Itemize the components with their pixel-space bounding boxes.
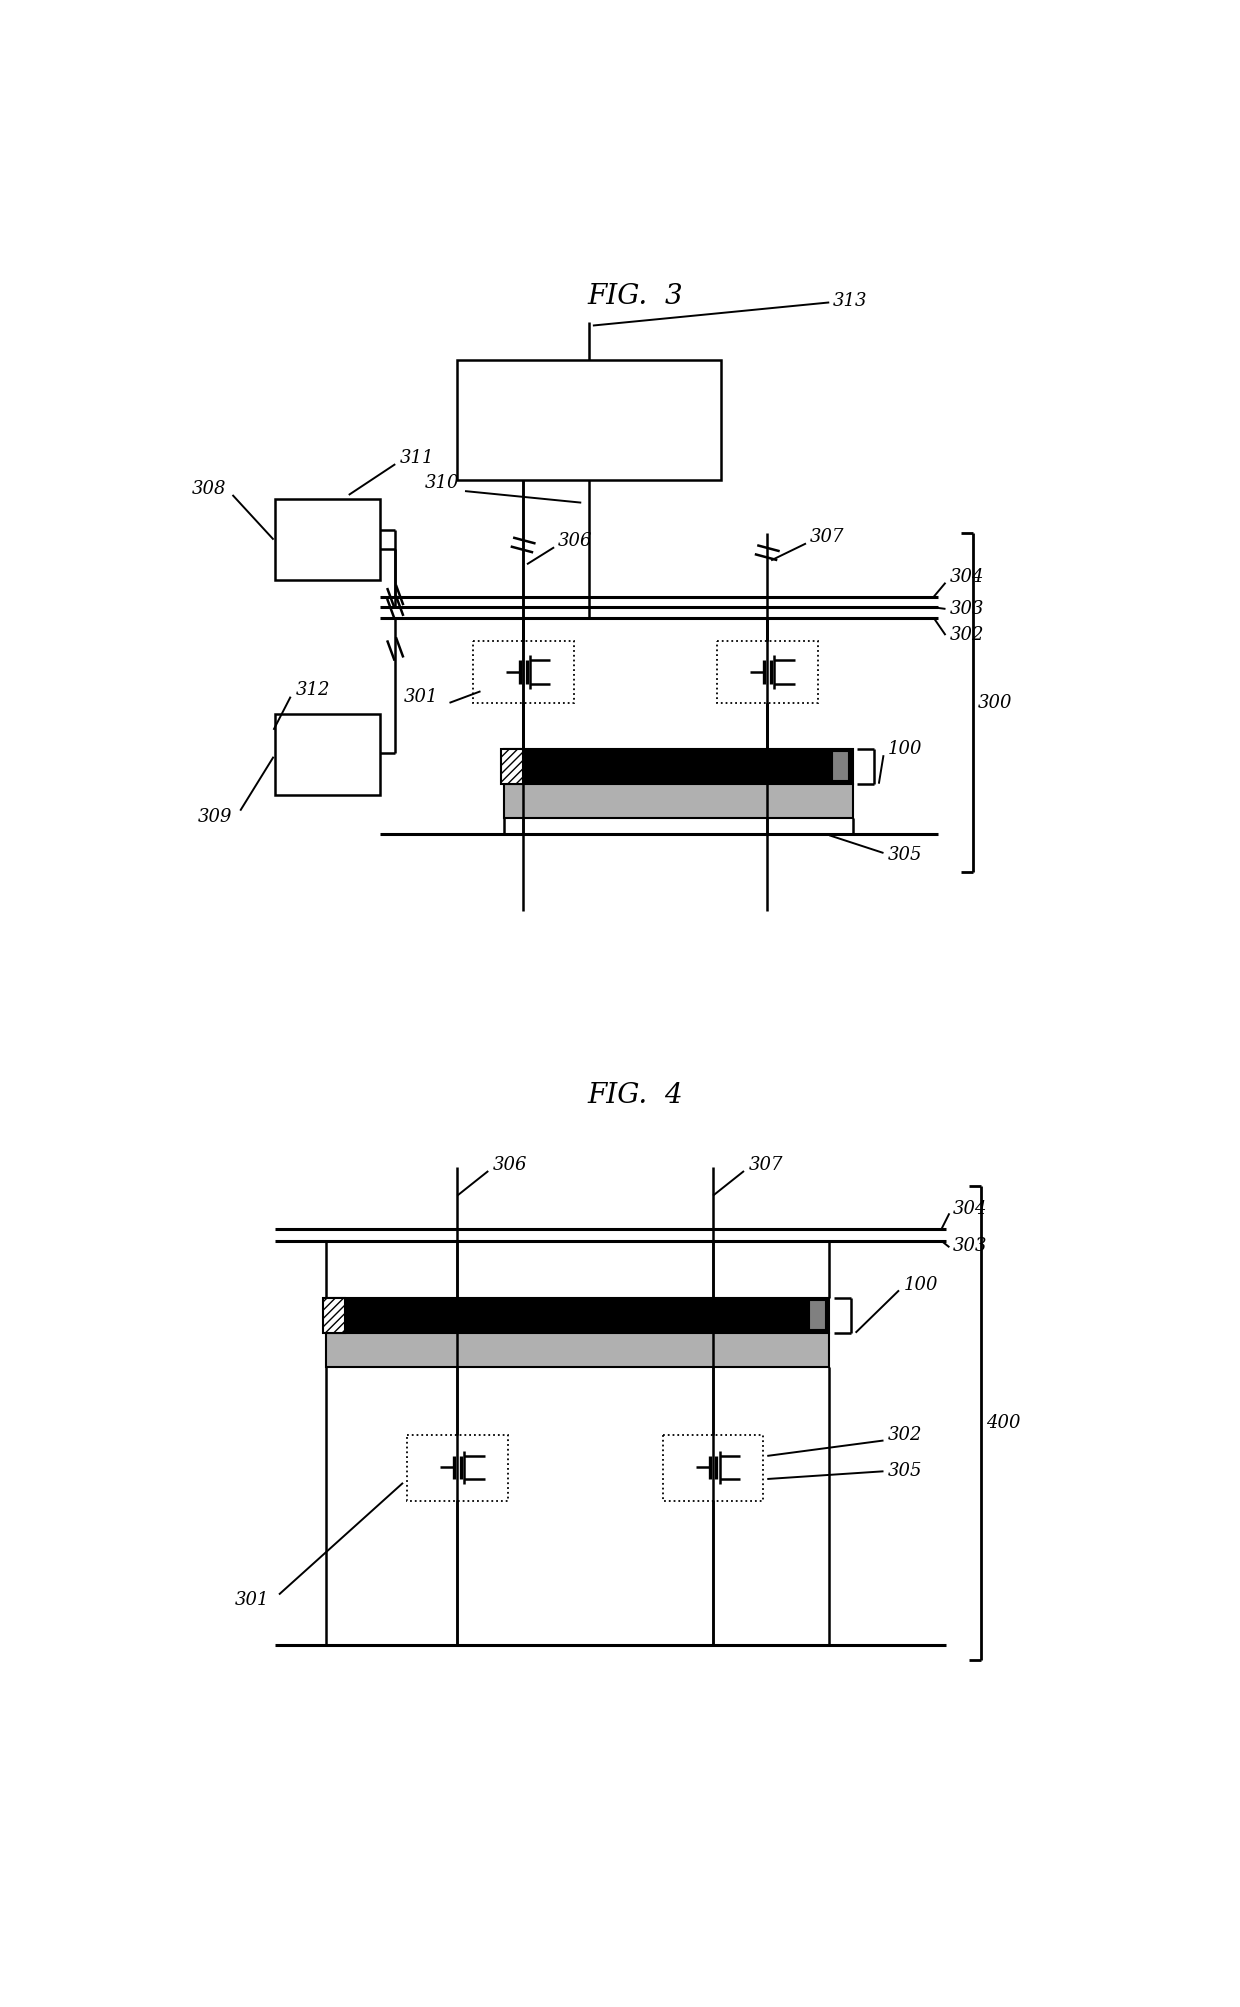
- Bar: [275, 500, 379, 580]
- Text: 100: 100: [888, 741, 923, 759]
- Bar: [717, 642, 817, 702]
- Bar: [832, 751, 849, 781]
- Text: FIG.  3: FIG. 3: [588, 283, 683, 311]
- Text: 100: 100: [904, 1276, 939, 1295]
- Bar: [808, 1301, 826, 1331]
- Text: 305: 305: [888, 1463, 923, 1481]
- Text: 313: 313: [833, 291, 868, 309]
- Text: 305: 305: [888, 847, 923, 865]
- Text: 301: 301: [236, 1592, 270, 1610]
- Text: 308: 308: [192, 480, 226, 498]
- Bar: [501, 749, 523, 783]
- Text: 306: 306: [558, 532, 593, 550]
- Text: 302: 302: [950, 626, 983, 644]
- Text: FIG.  4: FIG. 4: [588, 1082, 683, 1110]
- Text: 301: 301: [403, 688, 438, 706]
- Bar: [324, 1299, 345, 1333]
- Text: 304: 304: [950, 568, 983, 586]
- Text: 307: 307: [810, 528, 844, 546]
- Bar: [458, 359, 720, 480]
- Bar: [325, 1333, 830, 1367]
- Text: 300: 300: [978, 694, 1013, 712]
- Bar: [325, 1299, 830, 1333]
- Text: 306: 306: [494, 1156, 527, 1174]
- Bar: [407, 1435, 507, 1501]
- Text: 307: 307: [749, 1156, 784, 1174]
- Text: 303: 303: [950, 600, 983, 618]
- Text: 312: 312: [296, 680, 331, 698]
- Text: 309: 309: [198, 807, 233, 825]
- Text: 310: 310: [424, 474, 459, 492]
- Bar: [472, 642, 573, 702]
- Bar: [275, 714, 379, 795]
- Text: 303: 303: [954, 1236, 988, 1254]
- Text: 400: 400: [986, 1413, 1021, 1431]
- Bar: [503, 749, 853, 783]
- Text: 311: 311: [399, 450, 434, 468]
- Bar: [662, 1435, 764, 1501]
- Text: 302: 302: [888, 1427, 923, 1445]
- Bar: [503, 783, 853, 819]
- Text: 304: 304: [954, 1200, 988, 1218]
